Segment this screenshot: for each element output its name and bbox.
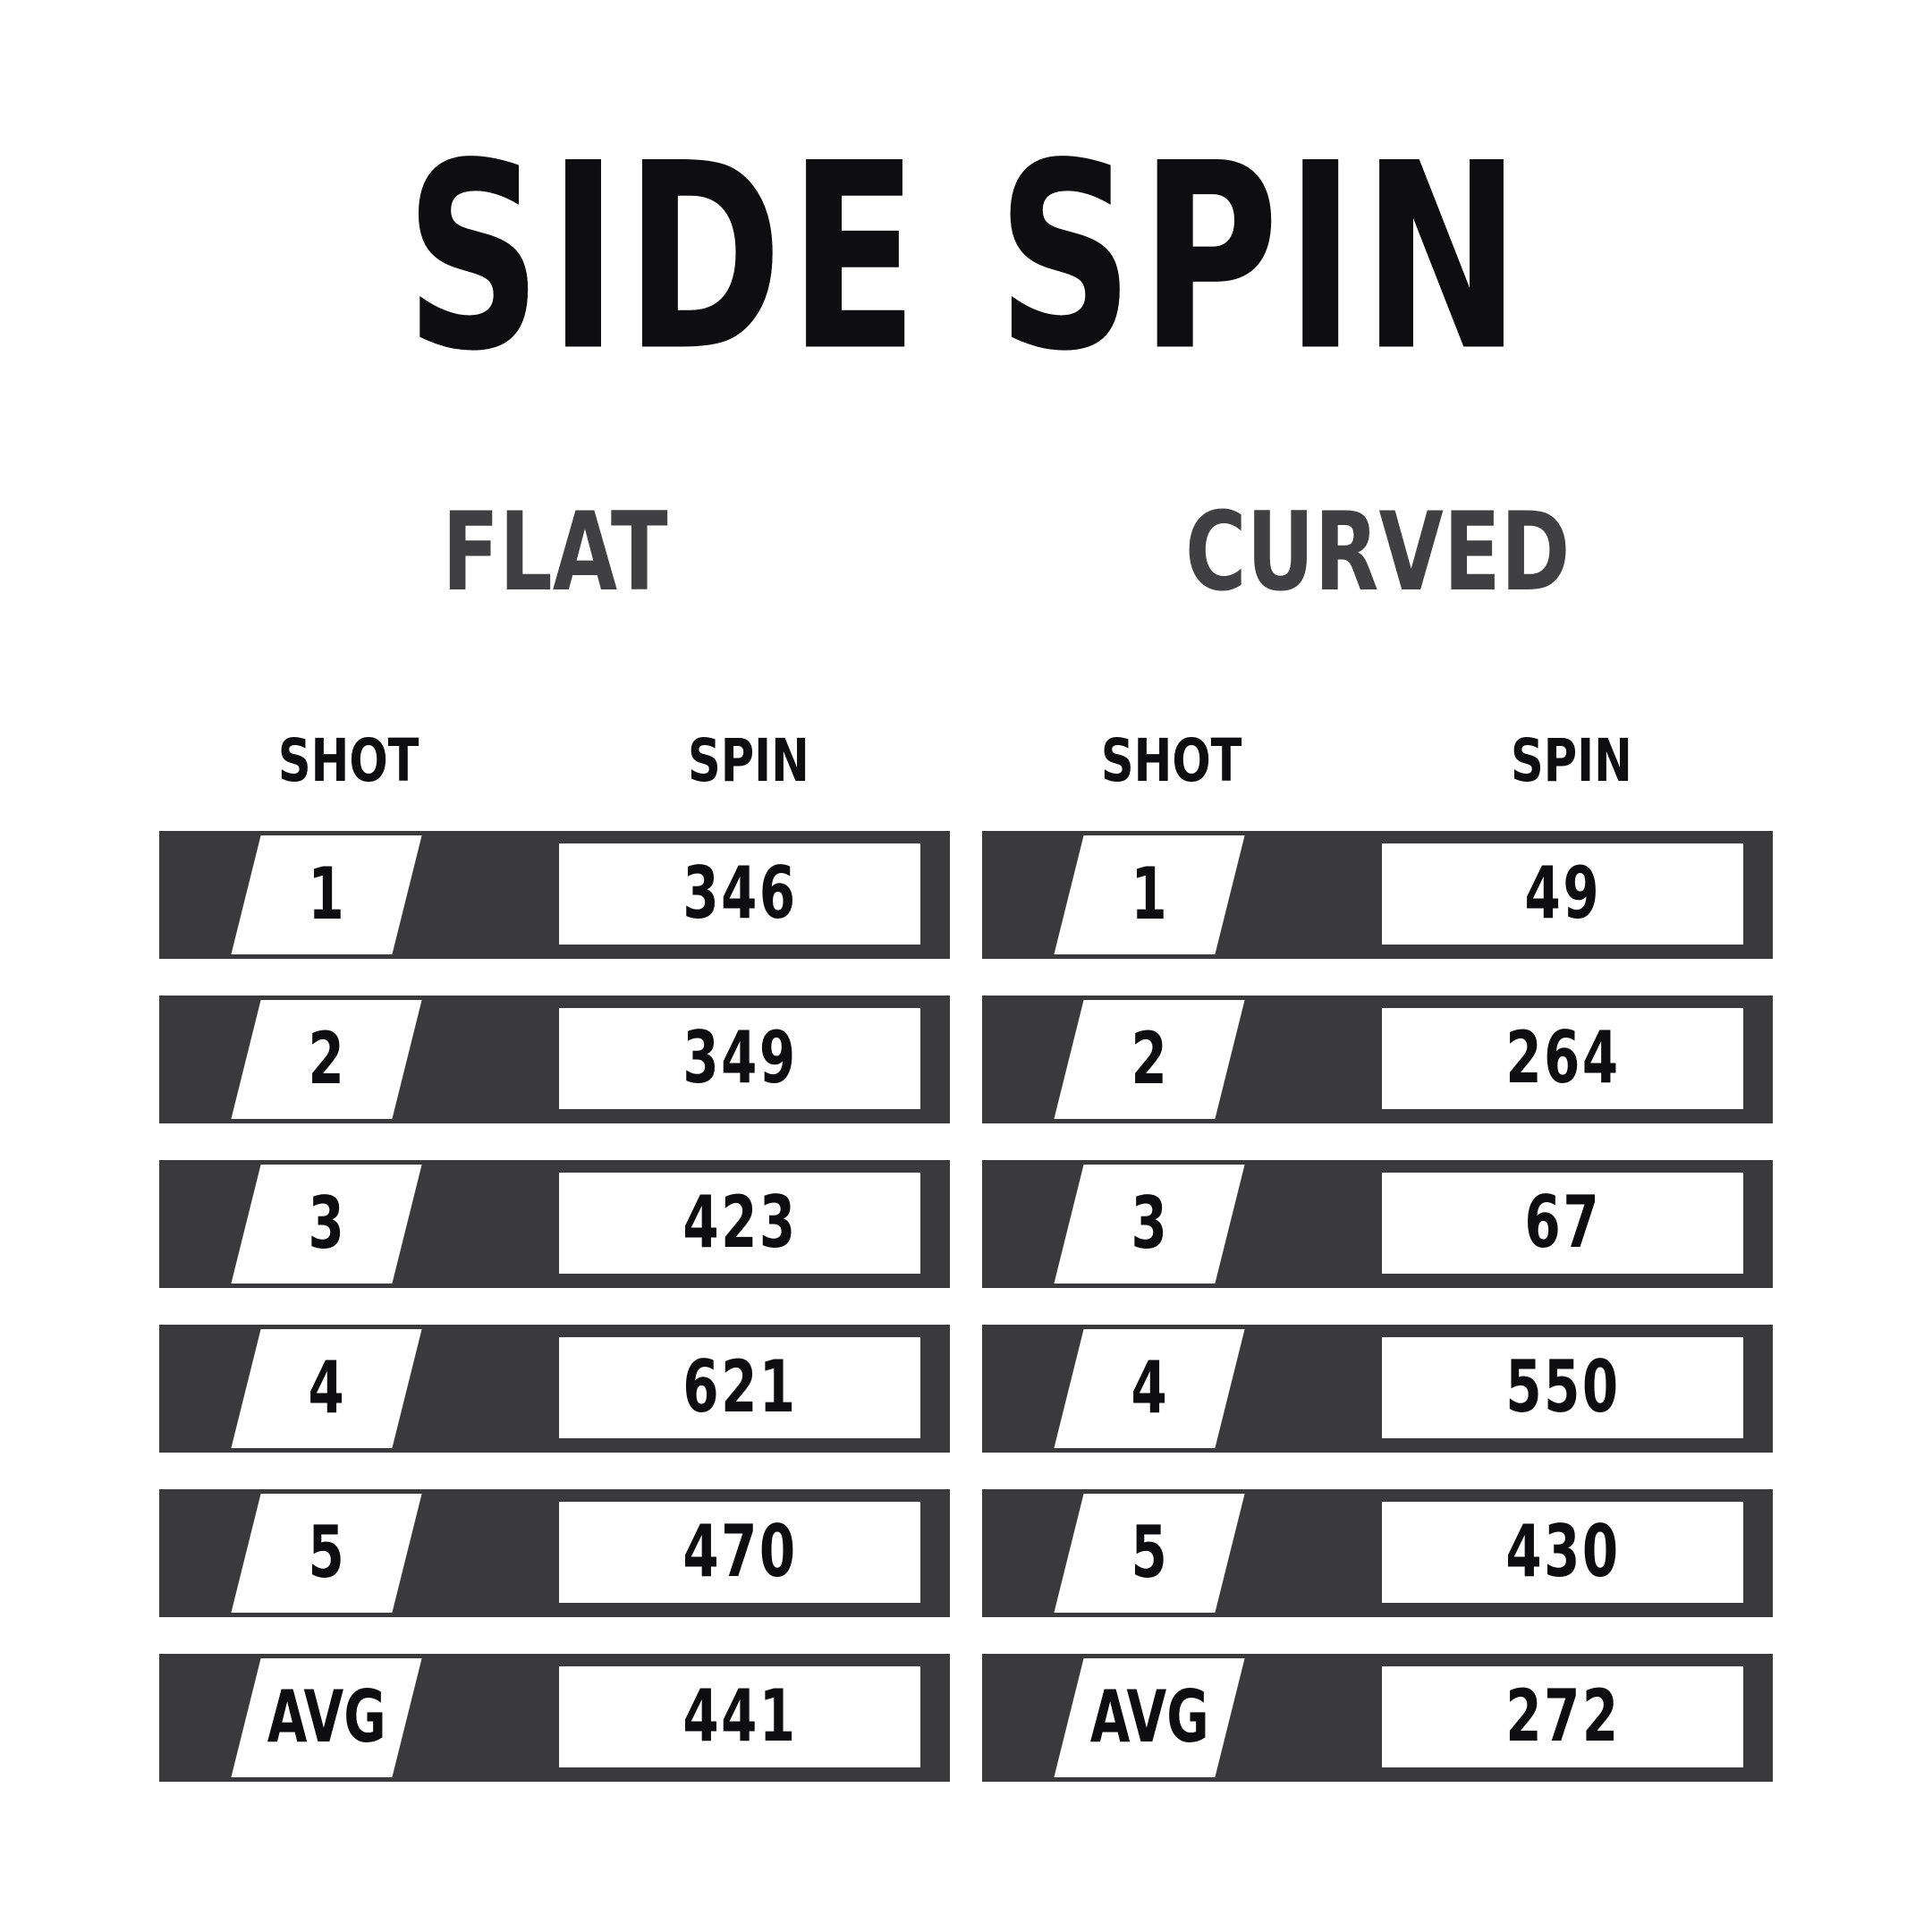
shot-cell: 3 (1054, 1164, 1245, 1284)
shot-cell: 5 (1054, 1493, 1245, 1613)
curved-rows: 1 49 2 264 3 67 4 550 5 430 (982, 830, 1773, 1782)
shot-label: 1 (308, 852, 345, 936)
table-row: 1 346 (159, 830, 950, 959)
spin-cell: 349 (559, 1007, 920, 1109)
curved-table-title: CURVED (1184, 488, 1571, 614)
column-header-shot: SHOT (278, 726, 419, 795)
shot-label: AVG (267, 1675, 386, 1759)
tables-container: FLAT SHOT SPIN 1 346 2 349 3 423 (0, 488, 1932, 1782)
table-row: 5 430 (982, 1488, 1773, 1617)
shot-cell: AVG (231, 1657, 422, 1777)
spin-value: 272 (1504, 1674, 1621, 1758)
shot-label: 2 (308, 1017, 345, 1101)
curved-spin-column-header: SPIN (1391, 728, 1752, 793)
spin-cell: 550 (1382, 1336, 1743, 1438)
spin-value: 67 (1524, 1181, 1601, 1265)
flat-table: FLAT SHOT SPIN 1 346 2 349 3 423 (159, 488, 950, 1782)
table-row: 5 470 (159, 1488, 950, 1617)
shot-cell: 4 (231, 1328, 422, 1448)
table-row: AVG 441 (159, 1653, 950, 1782)
shot-cell: AVG (1054, 1657, 1245, 1777)
table-row: 3 67 (982, 1159, 1773, 1288)
spin-cell: 470 (559, 1501, 920, 1603)
table-row: 1 49 (982, 830, 1773, 959)
spin-value: 441 (682, 1674, 798, 1758)
spin-cell: 441 (559, 1665, 920, 1767)
shot-cell: 3 (231, 1164, 422, 1284)
shot-cell: 2 (1054, 999, 1245, 1119)
flat-spin-column-header: SPIN (568, 728, 929, 793)
column-header-spin: SPIN (688, 726, 809, 795)
flat-table-title: FLAT (441, 488, 668, 614)
spin-value: 423 (682, 1181, 798, 1265)
flat-table-heading: FLAT (159, 488, 950, 614)
column-header-spin: SPIN (1511, 726, 1632, 795)
curved-shot-column-header: SHOT (1002, 728, 1342, 793)
spin-cell: 49 (1382, 843, 1743, 945)
table-row: 2 349 (159, 995, 950, 1123)
curved-column-headers: SHOT SPIN (982, 728, 1773, 793)
shot-label: AVG (1089, 1675, 1209, 1759)
shot-cell: 1 (1054, 835, 1245, 954)
shot-label: 4 (1131, 1346, 1168, 1430)
spin-value: 621 (682, 1345, 798, 1429)
spin-cell: 264 (1382, 1007, 1743, 1109)
spin-cell: 346 (559, 843, 920, 945)
column-header-shot: SHOT (1101, 726, 1242, 795)
flat-shot-column-header: SHOT (179, 728, 519, 793)
shot-label: 1 (1131, 852, 1168, 936)
spin-cell: 621 (559, 1336, 920, 1438)
spin-cell: 272 (1382, 1665, 1743, 1767)
spin-cell: 430 (1382, 1501, 1743, 1603)
curved-table: CURVED SHOT SPIN 1 49 2 264 3 67 (982, 488, 1773, 1782)
table-row: 4 621 (159, 1324, 950, 1453)
table-row: AVG 272 (982, 1653, 1773, 1782)
title-section: SIDE SPIN (0, 0, 1932, 392)
spin-cell: 67 (1382, 1172, 1743, 1274)
spin-value: 49 (1524, 852, 1601, 936)
spin-value: 430 (1504, 1510, 1621, 1594)
spin-value: 264 (1504, 1016, 1621, 1100)
spin-value: 470 (682, 1510, 798, 1594)
shot-label: 2 (1131, 1017, 1168, 1101)
flat-rows: 1 346 2 349 3 423 4 621 5 47 (159, 830, 950, 1782)
shot-cell: 4 (1054, 1328, 1245, 1448)
table-row: 3 423 (159, 1159, 950, 1288)
shot-label: 4 (308, 1346, 345, 1430)
shot-cell: 1 (231, 835, 422, 954)
shot-cell: 5 (231, 1493, 422, 1613)
shot-label: 3 (308, 1182, 345, 1266)
spin-value: 346 (682, 852, 798, 936)
shot-label: 5 (1131, 1511, 1168, 1595)
shot-label: 5 (308, 1511, 345, 1595)
shot-cell: 2 (231, 999, 422, 1119)
page-title: SIDE SPIN (404, 107, 1528, 408)
curved-table-heading: CURVED (982, 488, 1773, 614)
spin-cell: 423 (559, 1172, 920, 1274)
shot-label: 3 (1131, 1182, 1168, 1266)
spin-value: 550 (1504, 1345, 1621, 1429)
flat-column-headers: SHOT SPIN (159, 728, 950, 793)
table-row: 2 264 (982, 995, 1773, 1123)
table-row: 4 550 (982, 1324, 1773, 1453)
spin-value: 349 (682, 1016, 798, 1100)
